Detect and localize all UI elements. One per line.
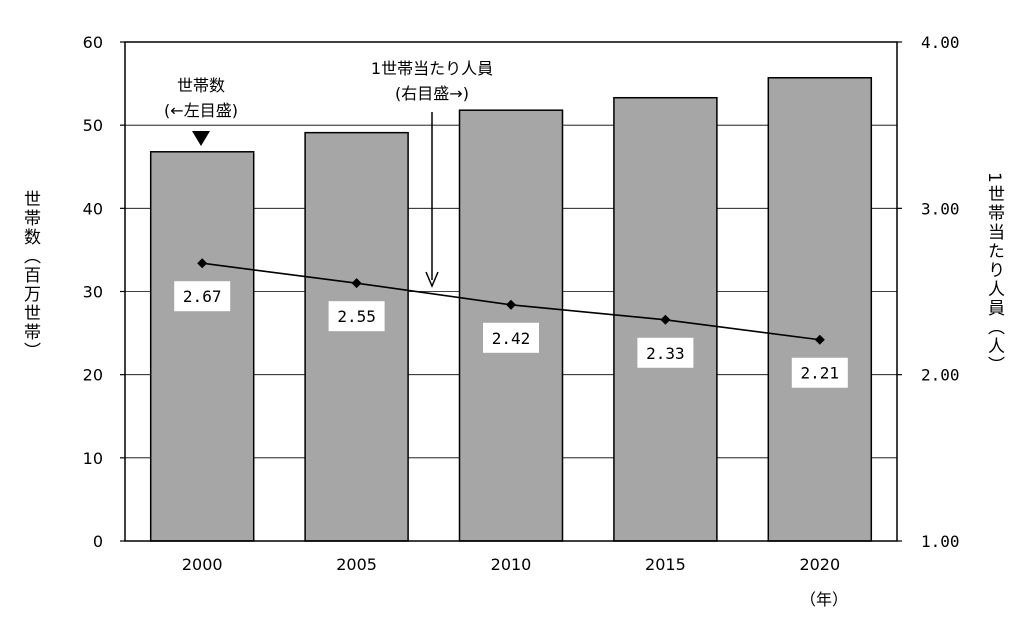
data-label: 2.55	[337, 307, 376, 326]
y2-tick-label: 3.00	[921, 199, 960, 218]
plot-frame	[124, 41, 898, 542]
y2-tick-label: 2.00	[921, 366, 960, 385]
data-point-marker	[506, 299, 516, 310]
data-point-marker	[660, 314, 671, 325]
data-point-marker	[351, 278, 362, 289]
y2-tick-label: 4.00	[921, 33, 960, 52]
right-axis-label: 1世帯当たり人員（人）	[984, 172, 1004, 375]
annotation-bars-pointer	[192, 131, 210, 146]
data-label-box	[174, 281, 231, 312]
annotation-line-title: 1世帯当たり人員	[371, 59, 493, 78]
y-tick-label: 30	[83, 283, 103, 302]
left-axis-label: 世帯数（百万世帯）	[20, 190, 40, 361]
annotation-bars-title: 世帯数	[177, 76, 225, 95]
x-tick-label: 2000	[182, 555, 223, 574]
bar	[304, 131, 409, 542]
annotation-line-pointer-head	[425, 271, 439, 288]
data-label: 2.67	[183, 287, 222, 306]
x-tick-label: 2005	[336, 555, 377, 574]
line-series: 2.67 2.55 2.42 2.33 2.21	[174, 258, 848, 388]
y-tick-label: 0	[93, 532, 103, 551]
annotations: 世帯数 (←左目盛) 1世帯当たり人員 (右目盛→)	[164, 59, 493, 288]
data-label: 2.42	[492, 329, 531, 348]
data-label-box	[637, 337, 694, 368]
data-point-marker	[814, 334, 825, 345]
x-tick-label: 2020	[799, 555, 840, 574]
x-axis-unit: （年）	[800, 590, 849, 609]
y-tick-label: 10	[83, 449, 103, 468]
data-label: 2.21	[801, 364, 840, 383]
tick-labels: 0 10 20 30 40 50 60 1.00 2.00 3.00 4.00 2000 2005 201…	[83, 33, 960, 574]
x-tick-label: 2010	[491, 555, 532, 574]
data-point-marker	[197, 258, 208, 269]
bar	[767, 77, 873, 542]
y-tick-label: 60	[83, 33, 103, 52]
y-tick-label: 50	[83, 116, 103, 135]
data-label-box	[328, 301, 385, 332]
data-label-box	[791, 357, 848, 388]
y-tick-label: 20	[83, 366, 103, 385]
y2-tick-label: 1.00	[921, 532, 960, 551]
data-label-box	[483, 322, 539, 353]
annotation-bars-axis: (←左目盛)	[164, 101, 238, 120]
annotation-line-axis: (右目盛→)	[395, 84, 469, 103]
x-tick-label: 2015	[645, 555, 686, 574]
bar-series	[149, 77, 873, 542]
data-label: 2.33	[646, 344, 685, 363]
axes	[120, 41, 902, 542]
y-tick-label: 40	[83, 199, 103, 218]
bar	[149, 151, 255, 542]
